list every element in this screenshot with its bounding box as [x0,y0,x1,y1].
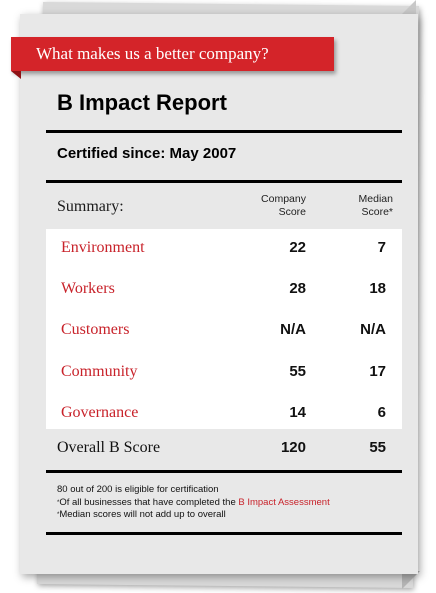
median-score-header-line1: Median [358,193,393,205]
overall-company-score: 120 [280,439,306,456]
footnote-median-basis: *Of all businesses that have completed t… [57,497,397,510]
footnote-eligibility: 80 out of 200 is eligible for certificat… [57,484,219,495]
summary-label: Summary: [57,198,124,215]
median-score: 7 [377,239,386,256]
header-banner: What makes us a better company? [11,37,334,71]
median-score: 18 [369,280,386,297]
median-score-header: Median Score* [313,193,393,219]
divider [46,470,402,473]
category-link-community[interactable]: Community [61,363,138,380]
table-row: Governance 14 6 [46,394,402,434]
footnote-median-sum: *Median scores will not add up to overal… [57,509,397,522]
table-row: Community 55 17 [46,353,402,393]
report-title: B Impact Report [57,90,227,115]
banner-fold [11,71,21,79]
footnote-text: Of all businesses that have completed th… [59,496,239,508]
divider [46,130,402,133]
table-row: Customers N/A N/A [46,311,402,351]
company-score-header-line1: Company [261,193,306,205]
category-link-workers[interactable]: Workers [61,280,115,297]
median-score: 6 [377,404,386,421]
company-score: 14 [289,404,306,421]
overall-median-score: 55 [369,439,386,456]
score-table: Environment 22 7 Workers 28 18 Customers… [46,229,402,429]
footnote-text: Median scores will not add up to overall [59,509,226,520]
table-row: Workers 28 18 [46,270,402,310]
company-score-header: Company Score [226,193,306,219]
category-link-governance[interactable]: Governance [61,404,139,421]
footnote-marker: * [57,512,60,518]
overall-label: Overall B Score [57,439,161,456]
footnote-marker: * [57,499,60,506]
certified-since: Certified since: May 2007 [57,145,236,162]
category-link-customers[interactable]: Customers [61,321,130,338]
category-link-environment[interactable]: Environment [61,239,145,256]
overall-score-row: Overall B Score 120 55 [46,430,402,468]
company-score-header-line2: Score [278,206,306,218]
company-score: 28 [289,280,306,297]
certified-label: Certified since: [57,145,166,162]
divider [46,180,402,183]
company-score: N/A [280,321,306,338]
median-score: N/A [360,321,386,338]
company-score: 55 [289,363,306,380]
page-fold-top-right [398,0,416,18]
median-score: 17 [369,363,386,380]
certified-value: May 2007 [169,145,237,162]
divider [46,532,402,535]
median-score-header-line2: Score* [361,206,393,218]
banner-text: What makes us a better company? [36,44,269,63]
company-score: 22 [289,239,306,256]
page-fold-bottom-right [402,571,420,589]
table-row: Environment 22 7 [46,229,402,269]
b-impact-assessment-link[interactable]: B Impact Assessment [238,496,330,508]
footnotes: 80 out of 200 is eligible for certificat… [57,484,397,522]
